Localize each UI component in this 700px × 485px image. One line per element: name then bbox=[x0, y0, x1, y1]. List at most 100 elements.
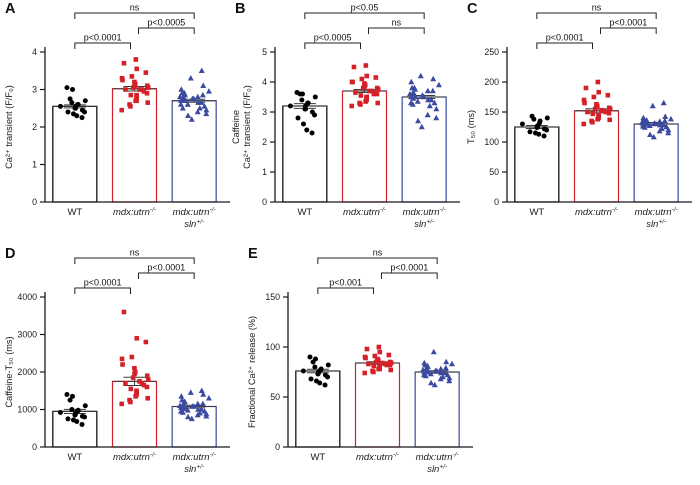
data-point bbox=[362, 370, 368, 376]
data-point bbox=[304, 127, 310, 133]
bar-mdx:utrn-/- bbox=[573, 110, 620, 203]
data-point bbox=[134, 388, 139, 394]
data-point bbox=[424, 111, 431, 118]
data-point bbox=[407, 99, 414, 106]
y-tick-label: 150 bbox=[265, 292, 280, 302]
data-point bbox=[187, 74, 194, 81]
data-point bbox=[448, 360, 455, 367]
scatter-squares bbox=[349, 63, 381, 109]
data-point bbox=[367, 88, 372, 94]
data-point bbox=[353, 90, 358, 95]
data-point bbox=[178, 393, 185, 399]
data-point bbox=[371, 91, 377, 97]
chart-B: 0 1 2 3 4 5 Caffeine Ca²⁺ transient (F/F₀) WT mdx… bbox=[230, 0, 465, 245]
data-point bbox=[426, 102, 433, 109]
data-point bbox=[351, 64, 357, 70]
data-point bbox=[418, 123, 425, 130]
sig-bracket bbox=[317, 287, 374, 294]
data-point bbox=[57, 410, 63, 415]
data-point bbox=[363, 63, 369, 68]
sig-bracket bbox=[600, 27, 657, 34]
sig-bracket bbox=[138, 272, 195, 279]
y-tick-label: 0 bbox=[262, 197, 267, 207]
x-tick-label: WT bbox=[67, 452, 82, 463]
data-point bbox=[438, 369, 445, 376]
data-point bbox=[132, 369, 138, 375]
data-point bbox=[369, 88, 375, 94]
data-point bbox=[435, 81, 442, 88]
x-tick-label: sln+/- bbox=[184, 219, 205, 231]
data-point bbox=[658, 125, 665, 131]
data-point bbox=[607, 117, 613, 123]
scatter-circles bbox=[519, 113, 550, 139]
y-tick-label: 4000 bbox=[17, 292, 37, 302]
data-point bbox=[374, 85, 380, 91]
data-point bbox=[377, 349, 383, 355]
data-point bbox=[184, 101, 191, 107]
bar-mdx:utrn-/- bbox=[354, 362, 401, 448]
data-point bbox=[325, 362, 331, 368]
data-point bbox=[196, 409, 203, 416]
data-point bbox=[596, 112, 601, 118]
data-point bbox=[665, 129, 672, 136]
data-point bbox=[605, 92, 611, 98]
scatter-triangles bbox=[419, 348, 455, 388]
data-point bbox=[596, 89, 602, 95]
chart-svg-E: 0 50 100 150 Fractional Ca²⁺ release (%) WT md… bbox=[247, 248, 473, 476]
sig-bracket bbox=[74, 287, 131, 294]
y-tick-label: 5 bbox=[262, 47, 267, 57]
sig-label: ns bbox=[373, 248, 383, 258]
sig-label: p<0.0001 bbox=[84, 278, 122, 288]
data-point bbox=[322, 382, 328, 388]
data-point bbox=[127, 397, 132, 403]
data-point bbox=[380, 360, 385, 366]
data-point bbox=[412, 93, 419, 100]
data-point bbox=[179, 89, 186, 96]
data-point bbox=[364, 94, 369, 100]
data-point bbox=[519, 121, 525, 127]
data-point bbox=[387, 359, 393, 365]
chart-C: 0 50 100 150 200 250 T₅₀ (ms) WT mdx:utrn-/- mdx:… bbox=[462, 0, 700, 245]
data-point bbox=[661, 117, 668, 124]
chart-svg-A: 0 1 2 3 4 Ca²⁺ transient (F/F₀) WT mdx:utrn-/- m… bbox=[4, 3, 230, 231]
x-tick-label: mdx:utrn-/- bbox=[173, 452, 217, 464]
scatter-circles bbox=[57, 392, 88, 427]
data-point bbox=[582, 100, 587, 106]
data-point bbox=[194, 108, 201, 115]
data-point bbox=[649, 102, 656, 109]
x-tick-label: sln+/- bbox=[427, 464, 448, 476]
scatter-triangles bbox=[176, 67, 212, 122]
data-point bbox=[300, 91, 306, 97]
y-tick-label: 4 bbox=[262, 77, 267, 87]
data-point bbox=[376, 344, 382, 350]
panel-A: A 0 1 2 3 4 Ca²⁺ transient (F/F₀) WT mdx:utrn-/… bbox=[0, 0, 235, 245]
sig-bracket bbox=[138, 27, 195, 34]
sig-bracket bbox=[381, 272, 438, 279]
x-tick-label: sln+/- bbox=[184, 464, 205, 476]
x-tick-label: mdx:utrn-/- bbox=[113, 452, 157, 464]
data-point bbox=[386, 352, 392, 358]
data-point bbox=[428, 379, 435, 386]
x-tick-label: sln+/- bbox=[414, 219, 435, 231]
data-point bbox=[590, 111, 596, 117]
data-point bbox=[425, 96, 432, 103]
data-point bbox=[198, 387, 205, 393]
data-point bbox=[667, 115, 674, 122]
data-point bbox=[134, 335, 140, 341]
y-tick-label: 100 bbox=[265, 342, 280, 352]
data-point bbox=[300, 121, 306, 127]
data-point bbox=[591, 94, 597, 100]
y-axis-title: Caffeine-T₅₀ (ms) bbox=[4, 336, 14, 407]
scatter-circles bbox=[57, 85, 88, 121]
bar-mdx:utrn-/- bbox=[341, 90, 388, 203]
y-tick-label: 0 bbox=[32, 197, 37, 207]
y-tick-label: 3000 bbox=[17, 330, 37, 340]
data-point bbox=[300, 368, 306, 374]
data-point bbox=[65, 109, 71, 115]
sig-label: p<0.001 bbox=[329, 278, 362, 288]
data-point bbox=[362, 81, 367, 86]
data-point bbox=[437, 365, 444, 372]
panel-B: B 0 1 2 3 4 5 Caffeine Ca²⁺ transient (F/F₀) WT m… bbox=[230, 0, 465, 245]
data-point bbox=[82, 403, 88, 409]
data-point bbox=[364, 346, 370, 352]
